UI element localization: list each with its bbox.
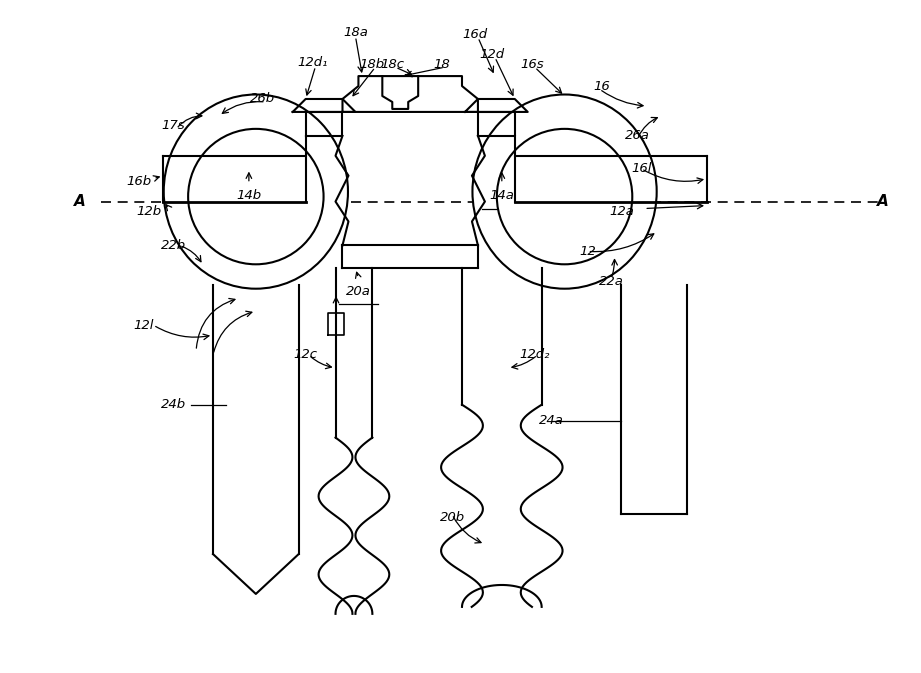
Text: 20b: 20b [439, 511, 464, 524]
Text: 14a: 14a [489, 189, 514, 202]
Text: 16: 16 [593, 79, 610, 93]
Circle shape [188, 129, 323, 264]
Text: 22b: 22b [160, 239, 186, 252]
Ellipse shape [472, 94, 657, 289]
Text: 16s: 16s [519, 58, 543, 71]
Text: 16b: 16b [127, 175, 152, 188]
Text: 16l: 16l [631, 162, 651, 175]
Text: 20a: 20a [346, 285, 371, 297]
Text: 12c: 12c [294, 349, 318, 361]
Text: A: A [878, 194, 889, 209]
Text: 18b: 18b [360, 58, 385, 71]
Text: 12d: 12d [479, 48, 505, 61]
Text: 12l: 12l [134, 318, 154, 332]
Ellipse shape [164, 94, 348, 289]
Text: 12: 12 [579, 245, 596, 258]
Text: 16d: 16d [462, 28, 487, 41]
Text: A: A [74, 194, 86, 209]
Text: 12b: 12b [136, 205, 162, 218]
Text: 22a: 22a [599, 275, 624, 288]
Text: 18c: 18c [380, 58, 404, 71]
Text: 26b: 26b [251, 92, 275, 106]
Text: 18a: 18a [343, 26, 367, 39]
Text: 12d₂: 12d₂ [519, 349, 550, 361]
Text: 17s: 17s [161, 119, 185, 133]
Text: 14b: 14b [237, 189, 262, 202]
Text: 12d₁: 12d₁ [297, 56, 328, 69]
Text: 24a: 24a [539, 414, 564, 427]
Text: 24b: 24b [160, 398, 186, 411]
Text: 26a: 26a [624, 129, 649, 142]
Text: 12a: 12a [609, 205, 634, 218]
Text: 18: 18 [434, 58, 450, 71]
Circle shape [496, 129, 633, 264]
